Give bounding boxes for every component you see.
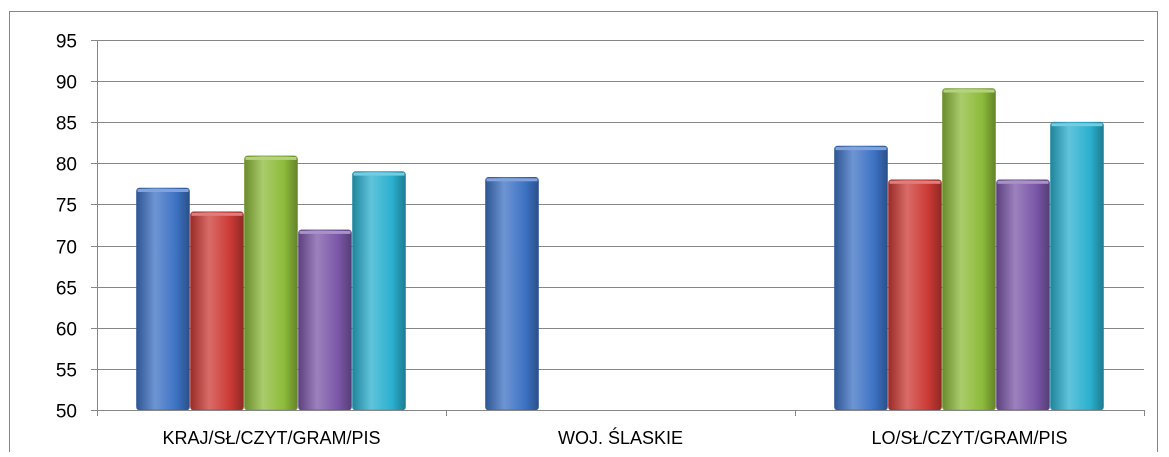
bar xyxy=(942,88,996,411)
bar-top-highlight xyxy=(997,180,1049,184)
x-tick-labels: KRAJ/SŁ/CZYT/GRAM/PIS WOJ. ŚLASKIE LO/SŁ/C… xyxy=(162,427,1067,448)
bar-top-highlight xyxy=(943,89,995,93)
bar xyxy=(1050,121,1104,411)
y-tick-label: 95 xyxy=(56,32,77,53)
bar-top-highlight xyxy=(299,230,351,234)
y-tick-label: 85 xyxy=(56,114,77,135)
y-tick-label: 55 xyxy=(56,361,77,382)
y-tick-label: 75 xyxy=(56,196,77,217)
bar-top-highlight xyxy=(245,156,297,160)
y-tick-label: 90 xyxy=(56,73,77,94)
bar xyxy=(190,211,244,411)
bar-top-highlight xyxy=(353,172,405,176)
bar xyxy=(834,145,888,411)
bar-top-highlight xyxy=(486,178,538,182)
bar xyxy=(136,187,190,411)
bars xyxy=(136,88,1104,411)
bar-top-highlight xyxy=(835,147,887,151)
axes xyxy=(91,40,1145,416)
bar xyxy=(244,155,298,411)
bar xyxy=(352,171,406,411)
x-tick-label: WOJ. ŚLASKIE xyxy=(558,427,683,448)
bar-top-highlight xyxy=(889,180,941,184)
y-tick-label: 65 xyxy=(56,279,77,300)
bar xyxy=(298,229,352,411)
bar-top-highlight xyxy=(137,189,189,192)
bar-top-highlight xyxy=(1051,123,1103,127)
y-tick-label: 70 xyxy=(56,238,77,259)
bar xyxy=(888,179,942,411)
y-tick-label: 80 xyxy=(56,155,77,176)
x-tick-label: KRAJ/SŁ/CZYT/GRAM/PIS xyxy=(162,428,380,448)
bar xyxy=(996,179,1050,411)
bar xyxy=(485,177,539,411)
y-tick-label: 60 xyxy=(56,320,77,341)
x-tick-label: LO/SŁ/CZYT/GRAM/PIS xyxy=(871,428,1067,448)
y-tick-labels: 50 55 60 65 70 75 80 85 90 95 xyxy=(56,32,77,423)
bar-top-highlight xyxy=(191,212,243,216)
y-tick-label: 50 xyxy=(56,402,77,423)
